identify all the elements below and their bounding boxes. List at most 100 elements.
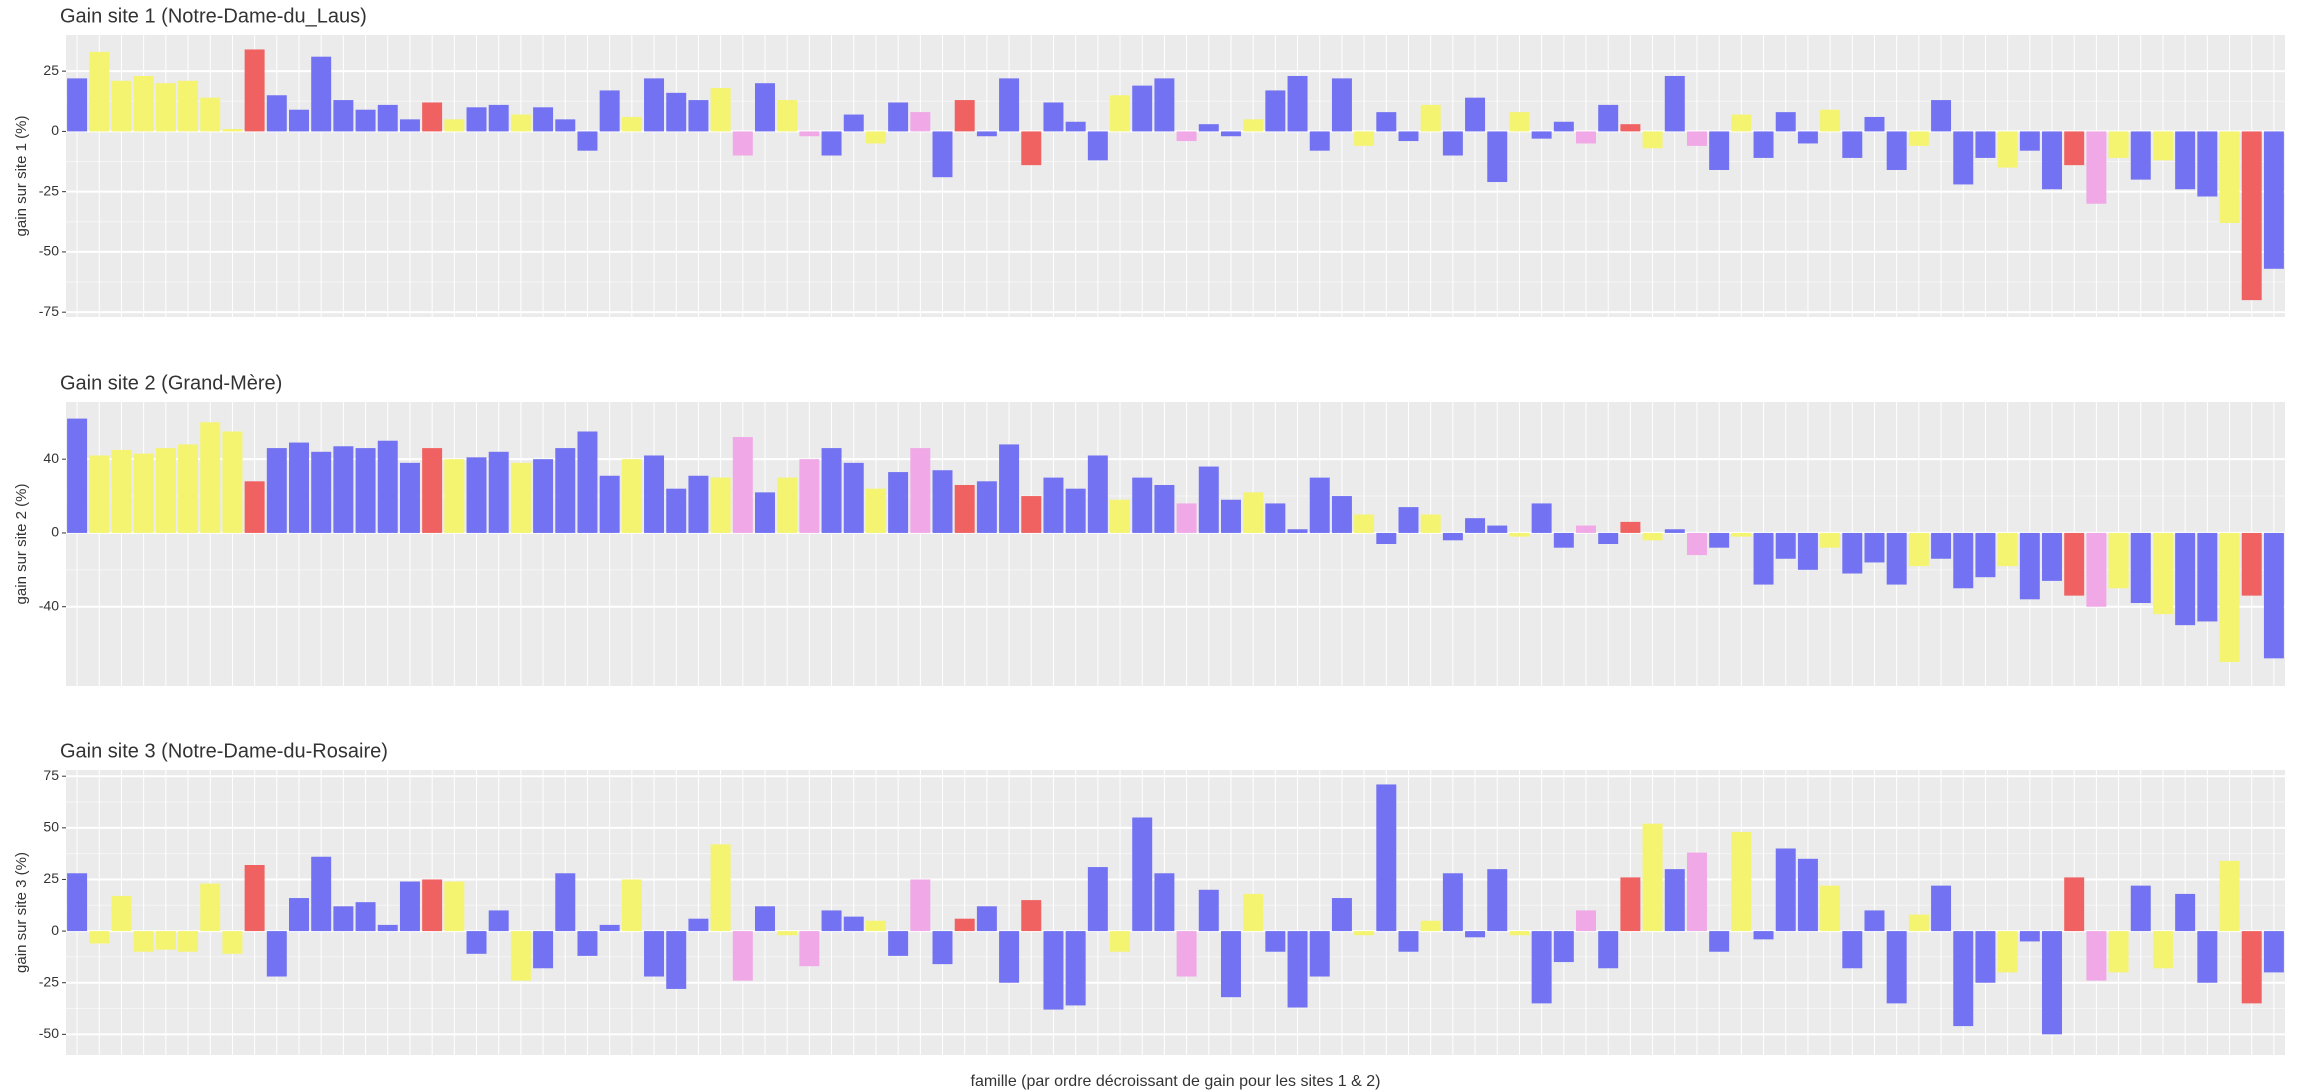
bar: [1509, 931, 1530, 936]
bar: [577, 931, 598, 956]
bar: [200, 97, 221, 132]
bar: [1087, 455, 1108, 533]
bar: [2064, 877, 2085, 932]
bar: [155, 448, 176, 533]
bar: [644, 78, 665, 132]
bar: [266, 95, 287, 132]
bar: [1820, 109, 1841, 132]
bar: [1709, 532, 1730, 548]
bar: [444, 119, 465, 132]
bar: [1376, 112, 1397, 132]
bar: [1664, 869, 1685, 932]
panel-title: Gain site 2 (Grand-Mère): [60, 372, 282, 394]
bar: [1420, 920, 1441, 932]
y-tick-label: -25: [39, 182, 59, 198]
bar: [399, 462, 420, 533]
bar: [2042, 131, 2062, 190]
bar: [1686, 131, 1707, 146]
bar: [577, 131, 598, 151]
bar: [1465, 931, 1486, 938]
panel: Gain site 1 (Notre-Dame-du_Laus) -75 -50 -2…: [13, 5, 2285, 319]
bar: [1309, 931, 1330, 977]
bar: [1287, 75, 1308, 132]
bar: [1509, 532, 1530, 537]
bar: [355, 902, 376, 932]
bar: [222, 129, 243, 132]
bar: [1198, 124, 1219, 132]
bar: [1931, 100, 1952, 132]
bar: [1931, 885, 1952, 932]
bar: [799, 131, 820, 137]
bar: [2219, 860, 2240, 932]
y-tick-label: 40: [43, 450, 59, 466]
bar: [67, 418, 88, 533]
bar: [1021, 496, 1042, 533]
bar: [488, 451, 509, 533]
y-tick-label: -50: [39, 243, 59, 259]
bar: [244, 865, 265, 932]
bar: [1953, 131, 1974, 185]
bar: [843, 462, 864, 533]
bar: [1797, 532, 1818, 570]
bar: [910, 112, 931, 132]
bar: [1642, 823, 1663, 932]
bar: [510, 462, 531, 533]
bar: [555, 873, 576, 932]
bar: [555, 448, 576, 533]
bar: [621, 116, 642, 132]
bar: [1620, 521, 1641, 533]
bar: [1531, 131, 1552, 139]
bar: [1176, 503, 1197, 533]
bar: [954, 484, 975, 533]
y-tick-label: 25: [43, 870, 59, 886]
panel: Gain site 3 (Notre-Dame-du-Rosaire) -50 -2…: [13, 740, 2285, 1090]
bar: [1753, 931, 1774, 940]
bar: [621, 459, 642, 533]
bar: [843, 114, 864, 132]
bar: [2241, 931, 2262, 1004]
bar: [355, 448, 376, 533]
bar: [1243, 492, 1264, 533]
bar: [2197, 131, 2218, 197]
bar: [2263, 931, 2284, 973]
bar: [1576, 525, 1597, 533]
bar: [1110, 95, 1131, 132]
bar: [976, 131, 997, 137]
bar: [1842, 931, 1863, 969]
bar: [644, 931, 665, 977]
bar: [2175, 131, 2196, 190]
bar: [821, 131, 842, 156]
panel: Gain site 2 (Grand-Mère) -40 0 40 gain sur s…: [13, 372, 2285, 686]
bar: [666, 931, 687, 989]
bar: [2197, 532, 2218, 622]
bar: [1753, 131, 1774, 158]
bar: [1465, 97, 1486, 132]
bar: [1043, 477, 1064, 533]
bar: [865, 131, 886, 144]
bar: [999, 78, 1020, 132]
bar: [1686, 532, 1707, 556]
bar: [1731, 831, 1752, 932]
bar: [888, 102, 909, 132]
bar: [1531, 503, 1552, 533]
bar: [754, 492, 775, 533]
bar: [89, 931, 110, 944]
bar: [1598, 104, 1619, 132]
bar: [910, 879, 931, 932]
bar: [1331, 898, 1352, 932]
bar: [1287, 529, 1308, 533]
bar: [444, 459, 465, 533]
bar: [1487, 131, 1508, 183]
bar: [1220, 931, 1241, 998]
bar: [1065, 931, 1086, 1006]
bar: [2241, 131, 2262, 301]
bar: [2042, 931, 2062, 1035]
bar: [1953, 532, 1974, 589]
y-tick-label: 25: [43, 62, 59, 78]
bar: [1176, 131, 1197, 142]
bar: [932, 131, 953, 178]
bar: [1531, 931, 1552, 1004]
y-tick-label: -25: [39, 973, 59, 989]
bar: [422, 448, 443, 533]
bar: [178, 444, 199, 533]
